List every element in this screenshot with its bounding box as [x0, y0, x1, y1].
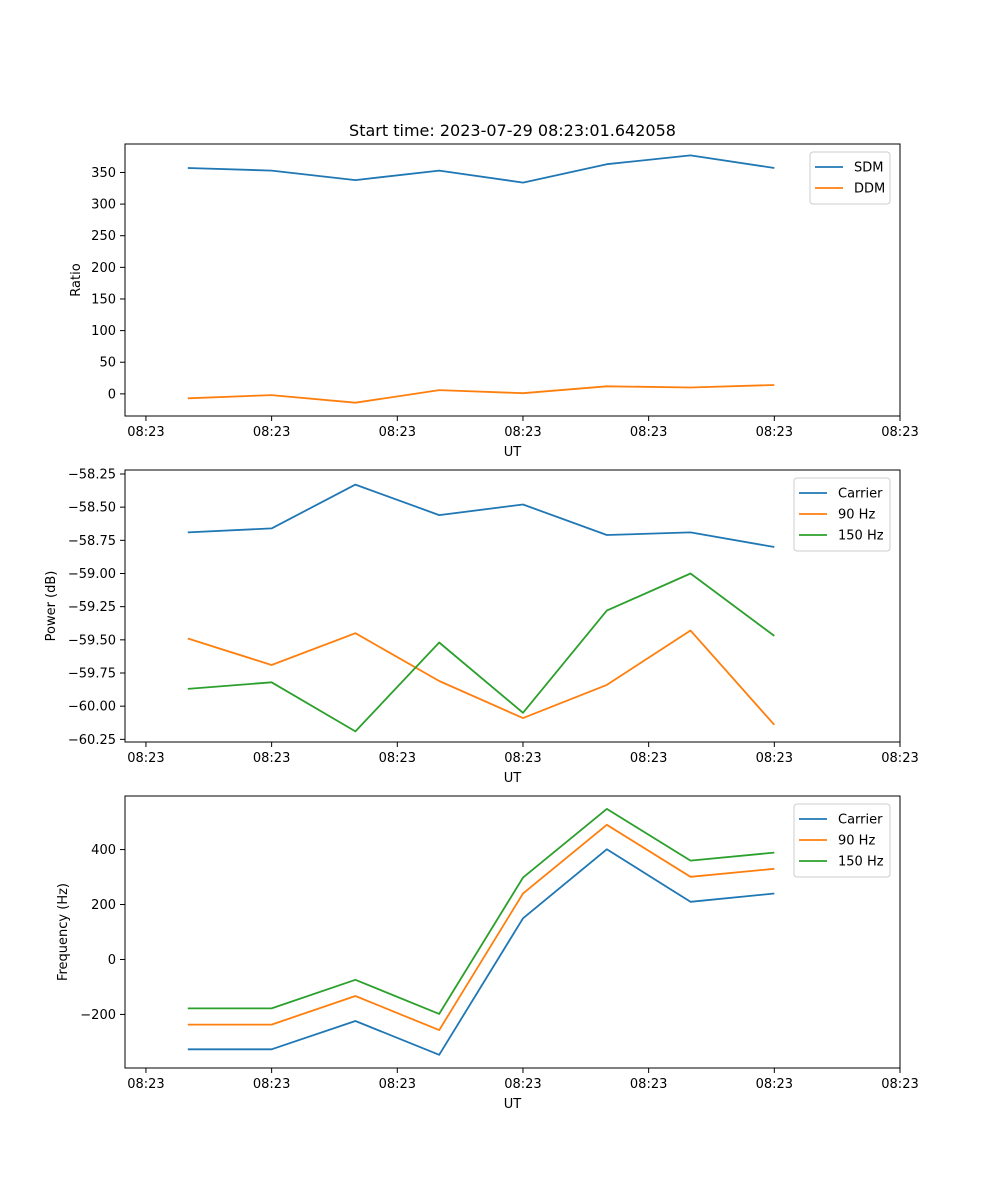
- y-tick-label: −60.00: [68, 700, 116, 715]
- series-line-150-hz: [187, 572, 775, 733]
- y-tick-label: 400: [91, 843, 116, 858]
- y-tick-label: 350: [91, 166, 116, 181]
- legend-label: SDM: [854, 161, 883, 176]
- x-tick-label: 08:23: [881, 1077, 918, 1092]
- x-tick-label: 08:23: [756, 425, 793, 440]
- legend-label: 90 Hz: [838, 508, 875, 523]
- series-line-150-hz: [187, 808, 775, 1015]
- y-tick-label: −58.50: [68, 501, 116, 516]
- y-tick-label: −58.25: [68, 467, 116, 482]
- y-tick-label: −200: [80, 1008, 116, 1023]
- y-tick-label: 250: [91, 229, 116, 244]
- legend: [793, 803, 891, 878]
- y-tick-label: 50: [99, 356, 116, 371]
- y-tick-label: 200: [91, 898, 116, 913]
- panel-3: 08:23 08:23 08:23 08:23 08:23 08:23 08:23 UT −20…: [56, 795, 919, 1112]
- x-tick-label: 08:23: [881, 425, 918, 440]
- legend-label: 90 Hz: [838, 834, 875, 849]
- x-tick-label: 08:23: [127, 751, 164, 766]
- x-axis-label: UT: [504, 1097, 522, 1112]
- y-axis-label: Ratio: [69, 263, 84, 296]
- y-tick-label: 0: [108, 953, 116, 968]
- plot-area-1: [124, 143, 901, 417]
- legend-label: DDM: [854, 182, 885, 197]
- series-line-90-hz: [187, 629, 775, 726]
- y-tick-label: −60.25: [68, 733, 116, 748]
- series-line-ddm: [187, 384, 775, 404]
- y-tick-label: 0: [108, 387, 116, 402]
- x-tick-label: 08:23: [253, 1077, 290, 1092]
- y-tick-label: 200: [91, 261, 116, 276]
- legend: [809, 151, 891, 205]
- y-tick-label: −59.25: [68, 600, 116, 615]
- y-axis-label: Power (dB): [44, 571, 59, 642]
- x-tick-label: 08:23: [379, 751, 416, 766]
- y-tick-label: −59.75: [68, 667, 116, 682]
- series-line-sdm: [187, 154, 775, 184]
- chart-title: Start time: 2023-07-29 08:23:01.642058: [349, 121, 676, 140]
- panel-1: 08:23 08:23 08:23 08:23 08:23 08:23 08:23 UT 0 50…: [69, 121, 919, 460]
- legend-label: Carrier: [838, 487, 883, 502]
- y-tick-label: −59.00: [68, 567, 116, 582]
- x-axis-label: UT: [504, 771, 522, 786]
- x-tick-label: 08:23: [127, 1077, 164, 1092]
- x-tick-label: 08:23: [504, 1077, 541, 1092]
- x-axis-label: UT: [504, 445, 522, 460]
- legend-label: 150 Hz: [838, 529, 884, 544]
- y-tick-label: 300: [91, 198, 116, 213]
- legend: [793, 477, 891, 552]
- series-line-carrier: [187, 483, 775, 548]
- plot-area-3: [124, 795, 901, 1069]
- x-tick-label: 08:23: [630, 1077, 667, 1092]
- x-tick-label: 08:23: [756, 1077, 793, 1092]
- panel-2: 08:23 08:23 08:23 08:23 08:23 08:23 08:23 UT −58…: [44, 467, 919, 786]
- x-tick-label: 08:23: [379, 1077, 416, 1092]
- y-axis-label: Frequency (Hz): [56, 883, 71, 981]
- x-tick-label: 08:23: [630, 751, 667, 766]
- x-tick-label: 08:23: [253, 751, 290, 766]
- x-tick-label: 08:23: [379, 425, 416, 440]
- x-tick-label: 08:23: [253, 425, 290, 440]
- legend-label: 150 Hz: [838, 855, 884, 870]
- plot-area-2: [124, 469, 901, 743]
- x-tick-label: 08:23: [881, 751, 918, 766]
- x-tick-label: 08:23: [756, 751, 793, 766]
- x-tick-label: 08:23: [630, 425, 667, 440]
- x-tick-label: 08:23: [504, 751, 541, 766]
- y-tick-label: 150: [91, 292, 116, 307]
- series-line-carrier: [187, 848, 775, 1056]
- y-tick-label: −59.50: [68, 633, 116, 648]
- legend-label: Carrier: [838, 813, 883, 828]
- y-tick-label: −58.75: [68, 534, 116, 549]
- x-tick-label: 08:23: [127, 425, 164, 440]
- y-tick-label: 100: [91, 324, 116, 339]
- x-tick-label: 08:23: [504, 425, 541, 440]
- series-line-90-hz: [187, 823, 775, 1031]
